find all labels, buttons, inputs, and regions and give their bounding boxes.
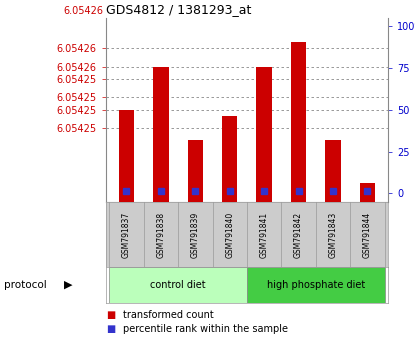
- Bar: [153, 67, 168, 202]
- Text: ■: ■: [106, 324, 115, 334]
- Bar: [325, 141, 341, 202]
- Text: control diet: control diet: [150, 280, 206, 290]
- Bar: [188, 141, 203, 202]
- Text: GDS4812 / 1381293_at: GDS4812 / 1381293_at: [106, 3, 251, 16]
- Text: 6.05426: 6.05426: [64, 6, 104, 16]
- Bar: [360, 183, 375, 202]
- Text: percentile rank within the sample: percentile rank within the sample: [123, 324, 288, 334]
- Text: GSM791842: GSM791842: [294, 211, 303, 258]
- Bar: [222, 116, 237, 202]
- Text: GSM791843: GSM791843: [328, 211, 337, 258]
- Bar: [256, 67, 272, 202]
- Text: GSM791841: GSM791841: [260, 211, 269, 258]
- Text: ■: ■: [106, 310, 115, 320]
- Text: GSM791838: GSM791838: [156, 211, 166, 258]
- Bar: [119, 110, 134, 202]
- Text: GSM791844: GSM791844: [363, 211, 372, 258]
- Text: high phosphate diet: high phosphate diet: [266, 280, 365, 290]
- Bar: [247, 267, 385, 303]
- Text: protocol: protocol: [4, 280, 47, 290]
- Text: GSM791839: GSM791839: [191, 211, 200, 258]
- Text: transformed count: transformed count: [123, 310, 214, 320]
- Text: GSM791837: GSM791837: [122, 211, 131, 258]
- Bar: [109, 267, 247, 303]
- Text: GSM791840: GSM791840: [225, 211, 234, 258]
- Bar: [291, 42, 306, 202]
- Text: ▶: ▶: [64, 280, 73, 290]
